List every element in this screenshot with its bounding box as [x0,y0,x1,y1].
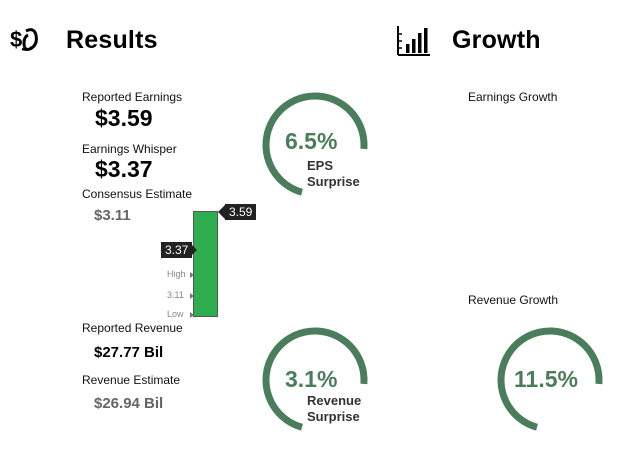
revenue-surprise-caption-1: Revenue [307,393,362,408]
eps-surprise-value: 6.5% [285,128,338,154]
revenue-growth-label: Revenue Growth [468,293,559,307]
eps-surprise-caption-1: EPS [307,158,334,173]
money-bag-icon: $ [10,25,44,55]
reported-tag: 3.59 [225,204,257,220]
revenue-estimate-label: Revenue Estimate [82,373,181,387]
revenue-estimate-value: $26.94 Bil [94,395,164,412]
consensus-tick-label: 3.11 [167,290,184,300]
revenue-growth-value: 11.5% [514,366,578,392]
reported-earnings-label: Reported Earnings [82,90,183,104]
low-tick [190,312,194,318]
consensus-tick [190,293,194,299]
whisper-tag-pointer [190,243,197,257]
high-label: High [167,269,186,279]
earnings-whisper-label: Earnings Whisper [82,142,177,156]
eps-surprise-caption-2: Surprise [307,174,360,189]
reported-revenue-value: $27.77 Bil [94,344,164,361]
bar-chart-icon [396,24,432,58]
reported-revenue-label: Reported Revenue [82,321,183,335]
earnings-whisper-value: $3.37 [95,156,153,182]
svg-text:$: $ [10,27,22,52]
revenue-surprise-value: 3.1% [285,366,338,392]
consensus-estimate-label: Consensus Estimate [82,187,193,201]
revenue-surprise-ring [262,327,368,431]
high-tick [190,272,194,278]
earnings-growth-label: Earnings Growth [468,90,558,104]
eps-surprise-ring [262,92,368,196]
growth-title: Growth [452,26,541,54]
results-title: Results [66,26,158,54]
revenue-growth-ring [497,327,603,431]
revenue-surprise-caption-2: Surprise [307,409,360,424]
reported-earnings-value: $3.59 [95,105,153,131]
consensus-estimate-value: $3.11 [94,207,131,224]
whisper-tag: 3.37 [161,242,193,258]
low-label: Low [167,309,184,319]
reported-tag-pointer [218,205,225,219]
earnings-bar [193,211,218,317]
